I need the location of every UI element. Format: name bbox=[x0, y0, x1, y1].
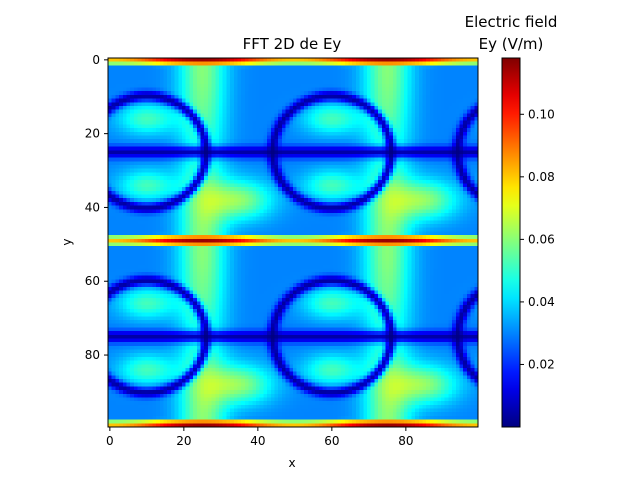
y-tick-label: 60 bbox=[85, 274, 100, 288]
chart-title: FFT 2D de Ey bbox=[243, 35, 342, 53]
colorbar-tick-label: 0.10 bbox=[528, 107, 555, 121]
y-tick-label: 20 bbox=[85, 127, 100, 141]
x-tick-label: 40 bbox=[250, 434, 265, 448]
colorbar-tick-label: 0.04 bbox=[528, 295, 555, 309]
plot-frame bbox=[107, 57, 479, 428]
x-tick-label: 80 bbox=[398, 434, 413, 448]
heatmap-image bbox=[108, 58, 478, 427]
colorbar-tick-label: 0.06 bbox=[528, 232, 555, 246]
colorbar-label-line1: Electric field bbox=[465, 13, 558, 31]
y-tick-label: 0 bbox=[92, 53, 100, 67]
heatmap bbox=[108, 58, 478, 427]
y-axis: 0 20 40 60 80 bbox=[85, 53, 108, 362]
colorbar bbox=[501, 57, 521, 428]
colorbar-label-line2: Ey (V/m) bbox=[479, 35, 544, 53]
colorbar-ticks: 0.02 0.04 0.06 0.08 0.10 bbox=[520, 107, 555, 371]
x-tick-label: 60 bbox=[324, 434, 339, 448]
colorbar-tick-label: 0.02 bbox=[528, 357, 555, 371]
y-tick-label: 80 bbox=[85, 348, 100, 362]
x-tick-label: 0 bbox=[106, 434, 114, 448]
y-axis-label: y bbox=[60, 238, 74, 245]
x-tick-label: 20 bbox=[176, 434, 191, 448]
x-axis-label: x bbox=[288, 456, 295, 470]
colorbar-tick-label: 0.08 bbox=[528, 170, 555, 184]
x-axis: 0 20 40 60 80 bbox=[106, 427, 413, 448]
y-tick-label: 40 bbox=[85, 200, 100, 214]
